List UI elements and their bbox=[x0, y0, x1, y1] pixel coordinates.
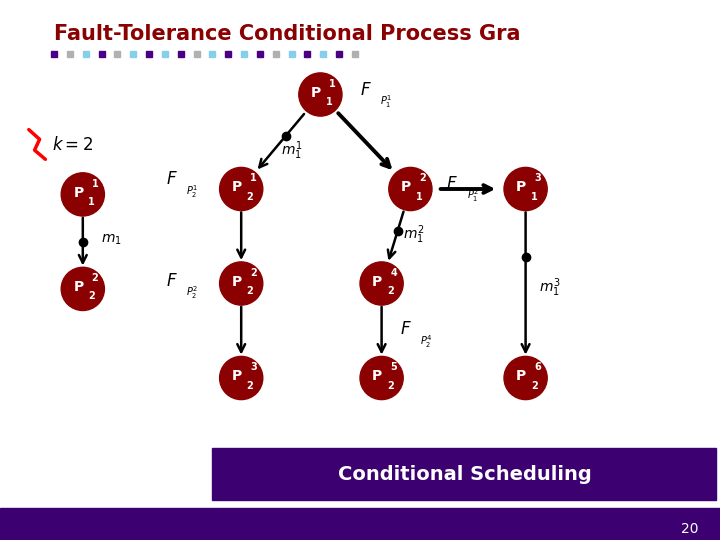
Text: $\mathit{F}$: $\mathit{F}$ bbox=[360, 81, 372, 99]
Ellipse shape bbox=[220, 167, 263, 211]
Text: P: P bbox=[401, 180, 411, 194]
Text: P: P bbox=[516, 180, 526, 194]
Text: 1: 1 bbox=[250, 173, 257, 183]
Text: P: P bbox=[311, 86, 321, 100]
Ellipse shape bbox=[504, 356, 547, 400]
Text: $m_1^3$: $m_1^3$ bbox=[539, 276, 560, 299]
Text: 1: 1 bbox=[88, 197, 95, 207]
Text: 2: 2 bbox=[387, 286, 394, 296]
Text: $P_1^1$: $P_1^1$ bbox=[380, 93, 392, 111]
Text: 2: 2 bbox=[246, 286, 253, 296]
Text: 1: 1 bbox=[415, 192, 423, 201]
Text: 6: 6 bbox=[534, 362, 541, 372]
Text: 5: 5 bbox=[390, 362, 397, 372]
Ellipse shape bbox=[504, 167, 547, 211]
Text: P: P bbox=[232, 369, 242, 383]
Text: 2: 2 bbox=[531, 381, 538, 390]
Text: 1: 1 bbox=[91, 179, 99, 188]
Ellipse shape bbox=[220, 356, 263, 400]
Text: 1: 1 bbox=[329, 79, 336, 89]
Text: P: P bbox=[232, 275, 242, 289]
Text: 2: 2 bbox=[250, 268, 257, 278]
Ellipse shape bbox=[389, 167, 432, 211]
Text: P: P bbox=[73, 186, 84, 200]
Text: P: P bbox=[232, 180, 242, 194]
Text: 2: 2 bbox=[419, 173, 426, 183]
Text: 2: 2 bbox=[91, 273, 99, 283]
Text: 3: 3 bbox=[250, 362, 257, 372]
Ellipse shape bbox=[299, 73, 342, 116]
Text: 1: 1 bbox=[325, 97, 333, 107]
Text: $\mathit{F}$: $\mathit{F}$ bbox=[166, 272, 177, 290]
Text: 20: 20 bbox=[681, 522, 698, 536]
Text: 1: 1 bbox=[531, 192, 538, 201]
Text: P: P bbox=[516, 369, 526, 383]
Text: P: P bbox=[372, 275, 382, 289]
Text: $m_1$: $m_1$ bbox=[101, 233, 122, 247]
Ellipse shape bbox=[61, 173, 104, 216]
Text: 2: 2 bbox=[88, 292, 95, 301]
Ellipse shape bbox=[360, 262, 403, 305]
Text: 3: 3 bbox=[534, 173, 541, 183]
Ellipse shape bbox=[220, 262, 263, 305]
Ellipse shape bbox=[61, 267, 104, 310]
Text: $P_1^2$: $P_1^2$ bbox=[467, 187, 479, 204]
Text: $m_1^1$: $m_1^1$ bbox=[281, 140, 302, 163]
Text: Conditional Scheduling: Conditional Scheduling bbox=[338, 464, 591, 484]
Text: Fault-Tolerance Conditional Process Gra: Fault-Tolerance Conditional Process Gra bbox=[54, 24, 521, 44]
Text: $m_1^2$: $m_1^2$ bbox=[403, 224, 425, 246]
Text: $P_2^1$: $P_2^1$ bbox=[186, 183, 198, 200]
Text: $\mathit{F}$: $\mathit{F}$ bbox=[400, 320, 411, 339]
Text: $P_2^2$: $P_2^2$ bbox=[186, 284, 198, 301]
Text: 2: 2 bbox=[387, 381, 394, 390]
Text: 4: 4 bbox=[390, 268, 397, 278]
Text: $\mathit{F}$: $\mathit{F}$ bbox=[446, 174, 458, 193]
Ellipse shape bbox=[360, 356, 403, 400]
Text: $k = 2$: $k = 2$ bbox=[52, 136, 93, 154]
Text: $P_2^4$: $P_2^4$ bbox=[420, 333, 433, 350]
Text: $\mathit{F}$: $\mathit{F}$ bbox=[166, 170, 177, 188]
Text: P: P bbox=[372, 369, 382, 383]
Text: P: P bbox=[73, 280, 84, 294]
Text: 2: 2 bbox=[246, 381, 253, 390]
Text: 2: 2 bbox=[246, 192, 253, 201]
